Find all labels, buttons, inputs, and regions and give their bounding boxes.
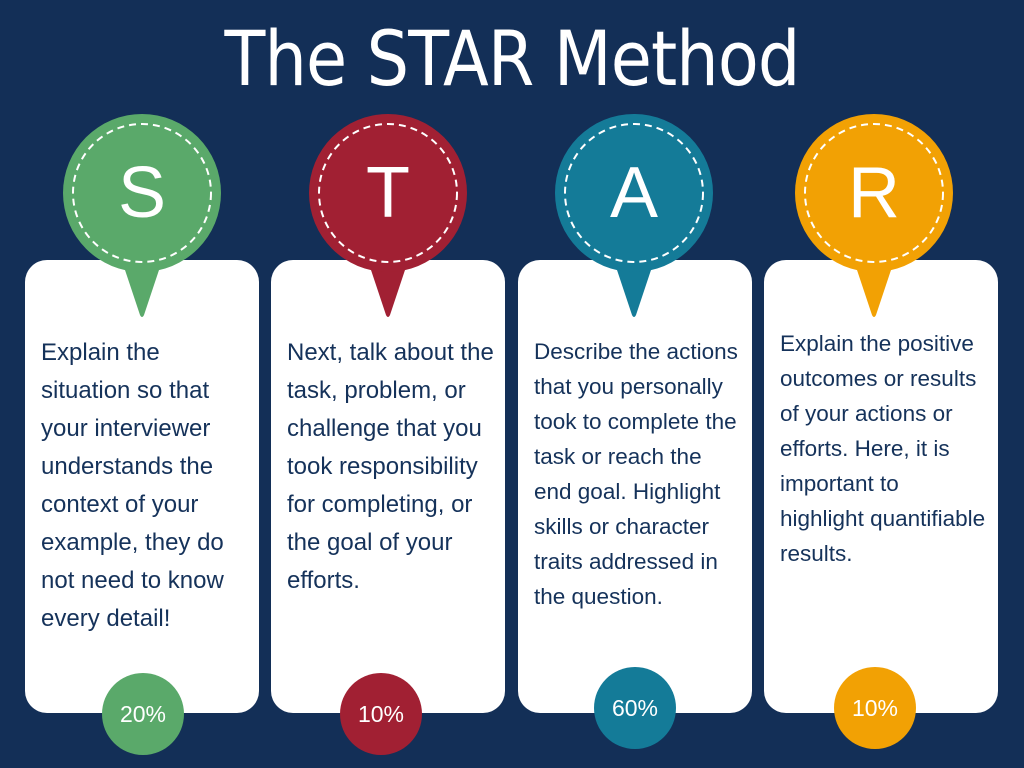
card-task: Next, talk about the task, problem, or c… bbox=[271, 260, 505, 713]
pin-circle bbox=[309, 114, 467, 272]
task-percent-badge: 10% bbox=[340, 673, 422, 755]
letter-r: R bbox=[848, 153, 900, 233]
pin-pointer bbox=[123, 264, 161, 317]
pin-pointer bbox=[369, 264, 407, 317]
action-pin-icon: A bbox=[555, 114, 713, 319]
result-pin-icon: R bbox=[795, 114, 953, 319]
card-situation: Explain the situation so that your inter… bbox=[25, 260, 259, 713]
letter-a: A bbox=[609, 153, 659, 233]
letter-s: S bbox=[117, 153, 167, 233]
page-title: The STAR Method bbox=[224, 14, 801, 103]
action-description: Describe the actions that you personally… bbox=[534, 339, 738, 609]
pin-pointer bbox=[855, 264, 893, 317]
result-description: Explain the positive outcomes or results… bbox=[780, 331, 986, 566]
dashed-ring bbox=[804, 123, 944, 263]
situation-pin-icon: S bbox=[63, 114, 221, 319]
pin-circle bbox=[63, 114, 221, 272]
card-result: Explain the positive outcomes or results… bbox=[764, 260, 998, 713]
pin-circle bbox=[555, 114, 713, 272]
dashed-ring bbox=[564, 123, 704, 263]
pin-circle bbox=[795, 114, 953, 272]
dashed-ring bbox=[318, 123, 458, 263]
letter-t: T bbox=[366, 153, 410, 233]
action-percent-badge: 60% bbox=[594, 667, 676, 749]
dashed-ring bbox=[72, 123, 212, 263]
task-pin-icon: T bbox=[309, 114, 467, 319]
card-action: Describe the actions that you personally… bbox=[518, 260, 752, 713]
task-description: Next, talk about the task, problem, or c… bbox=[287, 339, 494, 594]
result-percent-badge: 10% bbox=[834, 667, 916, 749]
situation-percent-badge: 20% bbox=[102, 673, 184, 755]
pin-pointer bbox=[615, 264, 653, 317]
situation-description: Explain the situation so that your inter… bbox=[41, 339, 224, 632]
